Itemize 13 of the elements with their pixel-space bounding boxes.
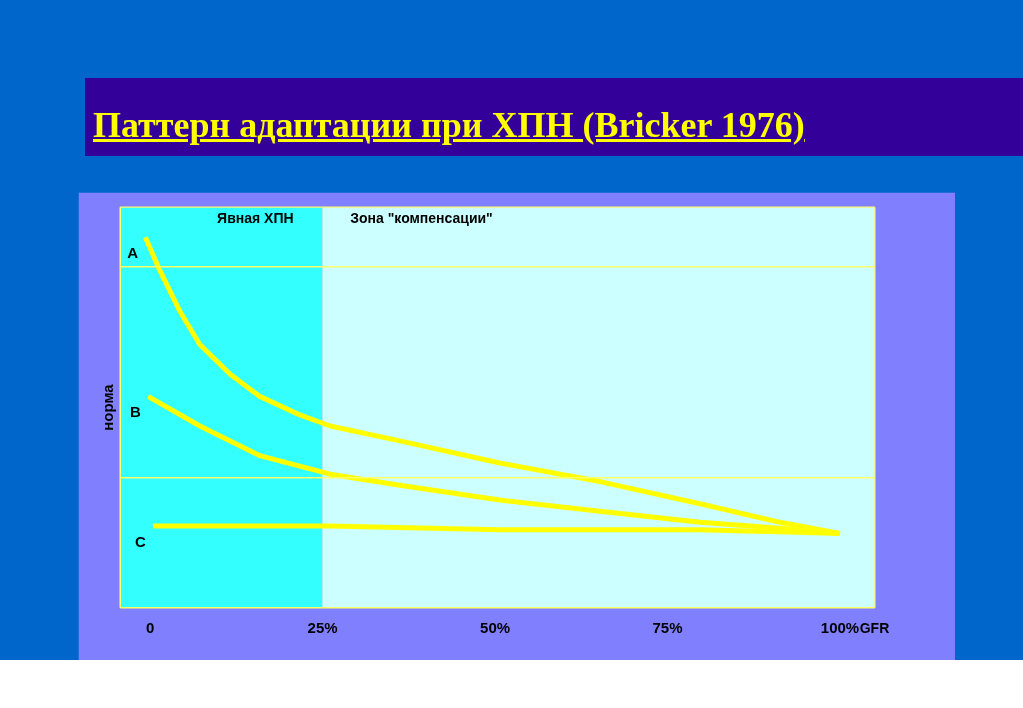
series-label: B [130, 403, 142, 421]
y-axis-title: норма [98, 383, 116, 431]
x-tick-label: 100% [820, 618, 860, 636]
x-axis-title: GFR [859, 619, 890, 636]
series-label: A [127, 244, 139, 262]
x-tick-label: 0 [145, 618, 155, 636]
band-label: Зона "компенсации" [350, 210, 493, 227]
chart-title: Паттерн адаптации при ХПН (Bricker 1976) [93, 104, 805, 147]
band-label: Явная ХПН [217, 210, 294, 227]
x-tick-label: 75% [652, 618, 683, 636]
x-tick-label: 50% [480, 618, 511, 636]
x-tick-label: 25% [307, 618, 338, 636]
series-label: C [134, 533, 146, 551]
